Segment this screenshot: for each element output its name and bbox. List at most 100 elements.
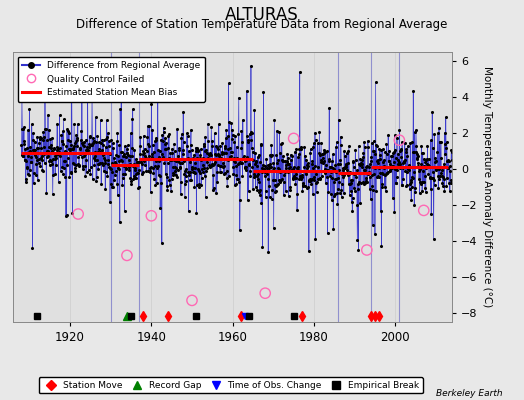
Point — [129, 162, 137, 169]
Point — [230, 155, 238, 162]
Point — [279, 158, 287, 164]
Point — [186, 169, 194, 176]
Point — [314, 176, 322, 182]
Point — [214, 151, 222, 157]
Point — [268, 187, 277, 194]
Point — [272, 152, 280, 158]
Point — [330, 178, 338, 185]
Point — [418, 188, 426, 194]
Y-axis label: Monthly Temperature Anomaly Difference (°C): Monthly Temperature Anomaly Difference (… — [482, 66, 492, 308]
Point — [136, 151, 144, 158]
Point — [346, 181, 354, 187]
Point — [215, 153, 223, 160]
Point — [347, 199, 356, 206]
Point — [238, 160, 246, 166]
Point — [434, 172, 442, 179]
Point — [66, 138, 74, 144]
Point — [85, 144, 93, 150]
Point — [220, 150, 228, 156]
Point — [118, 158, 126, 164]
Point — [54, 150, 63, 156]
Point — [351, 170, 359, 177]
Point — [131, 175, 139, 181]
Point — [410, 202, 419, 209]
Point — [78, 63, 86, 69]
Point — [359, 167, 368, 174]
Point — [427, 211, 435, 217]
Point — [322, 174, 331, 180]
Point — [259, 166, 268, 172]
Point — [68, 210, 77, 216]
Point — [211, 151, 219, 157]
Point — [59, 141, 68, 147]
Point — [233, 176, 242, 182]
Point — [335, 179, 344, 185]
Point — [57, 132, 66, 138]
Point — [136, 143, 145, 149]
Point — [244, 188, 253, 194]
Point — [181, 168, 189, 174]
Point — [380, 163, 389, 169]
Point — [368, 183, 376, 189]
Point — [375, 146, 384, 152]
Point — [379, 159, 388, 165]
Point — [23, 145, 31, 151]
Point — [293, 207, 301, 213]
Point — [71, 168, 79, 174]
Point — [331, 191, 339, 197]
Point — [303, 160, 312, 166]
Point — [385, 160, 394, 167]
Point — [50, 150, 59, 156]
Point — [338, 171, 346, 177]
Point — [385, 148, 394, 155]
Point — [124, 162, 132, 168]
Point — [227, 149, 236, 155]
Point — [82, 136, 90, 143]
Point — [395, 162, 403, 168]
Point — [310, 140, 318, 146]
Point — [150, 138, 159, 144]
Point — [245, 161, 253, 168]
Point — [199, 140, 208, 147]
Point — [101, 157, 109, 163]
Point — [373, 158, 381, 164]
Point — [34, 176, 42, 183]
Point — [22, 158, 30, 165]
Point — [205, 151, 213, 157]
Point — [376, 170, 384, 176]
Point — [230, 139, 238, 146]
Point — [115, 142, 123, 148]
Point — [344, 148, 352, 155]
Point — [74, 153, 82, 160]
Point — [233, 143, 241, 150]
Point — [113, 138, 121, 144]
Point — [347, 177, 355, 184]
Point — [169, 172, 178, 178]
Point — [381, 188, 390, 194]
Point — [301, 152, 309, 159]
Point — [45, 158, 53, 164]
Point — [77, 150, 85, 156]
Point — [254, 154, 262, 160]
Point — [311, 236, 320, 242]
Point — [129, 176, 138, 182]
Point — [149, 148, 158, 155]
Point — [48, 160, 57, 167]
Point — [151, 135, 160, 142]
Point — [440, 176, 448, 182]
Point — [409, 174, 417, 181]
Point — [212, 143, 220, 150]
Point — [330, 166, 338, 172]
Point — [247, 136, 256, 143]
Point — [314, 164, 323, 170]
Point — [147, 212, 156, 219]
Point — [17, 142, 26, 148]
Point — [414, 160, 422, 166]
Point — [356, 169, 365, 176]
Point — [306, 150, 314, 156]
Point — [255, 189, 264, 196]
Point — [391, 166, 399, 172]
Point — [36, 135, 44, 142]
Point — [395, 158, 403, 165]
Point — [431, 159, 439, 166]
